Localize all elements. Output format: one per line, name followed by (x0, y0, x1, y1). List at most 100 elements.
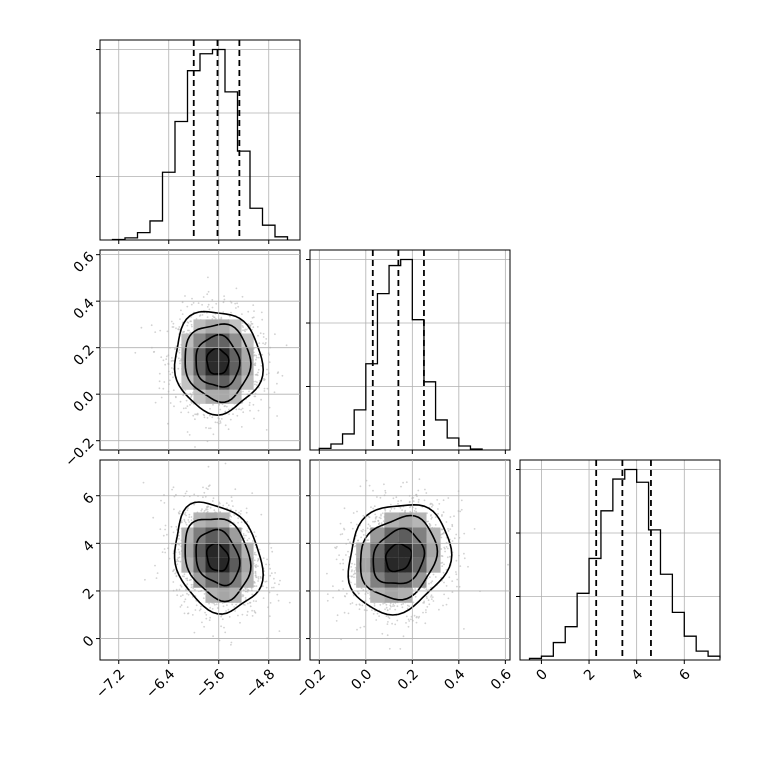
sample-point (375, 515, 378, 518)
sample-point (343, 507, 346, 510)
sample-point (176, 563, 179, 566)
density-cell (205, 347, 218, 362)
contour-line (205, 542, 230, 572)
density-cell (217, 389, 230, 404)
sample-point (358, 603, 361, 606)
sample-point (341, 533, 344, 535)
sample-point (190, 303, 193, 306)
sample-point (233, 606, 236, 608)
sample-point (436, 499, 439, 501)
sample-point (351, 562, 353, 565)
sample-point (171, 371, 174, 374)
density-cell (229, 375, 242, 390)
sample-point (253, 395, 256, 398)
sample-point (229, 508, 232, 511)
sample-point (441, 565, 444, 567)
sample-point (212, 635, 215, 638)
sample-point (184, 295, 186, 297)
sample-point (389, 602, 392, 605)
sample-point (368, 484, 371, 487)
sample-point (174, 572, 177, 575)
sample-point (381, 632, 384, 635)
sample-point (175, 588, 178, 591)
sample-point (255, 576, 258, 579)
sample-point (251, 593, 254, 596)
sample-point (206, 510, 209, 513)
histogram-panel-1 (306, 249, 511, 454)
sample-point (254, 571, 257, 573)
sample-point (180, 604, 183, 607)
sample-point (242, 603, 245, 606)
sample-point (185, 588, 187, 591)
sample-point (424, 488, 426, 491)
sample-point (201, 314, 204, 316)
y-tick-label: −0.2 (62, 435, 97, 470)
sample-point (352, 573, 355, 576)
sample-point (253, 417, 255, 420)
density-cell (217, 527, 230, 543)
sample-point (382, 602, 384, 605)
sample-point (353, 576, 355, 579)
sample-point (247, 602, 249, 605)
sample-point (407, 618, 410, 621)
sample-point (388, 617, 391, 620)
sample-point (445, 521, 448, 523)
sample-point (382, 520, 385, 522)
sample-point (177, 328, 180, 331)
sample-point (391, 622, 393, 625)
sample-point (350, 566, 353, 568)
sample-point (394, 623, 397, 626)
sample-point (194, 609, 197, 611)
x-tick-label: −6.4 (143, 666, 178, 701)
sample-point (354, 553, 357, 556)
sample-point (142, 481, 145, 484)
sample-point (372, 489, 374, 492)
sample-point (224, 411, 227, 413)
sample-point (445, 585, 448, 587)
sample-point (156, 572, 159, 574)
sample-point (360, 536, 362, 539)
sample-point (235, 509, 237, 512)
sample-point (349, 541, 351, 544)
sample-point (427, 599, 430, 602)
sample-point (242, 589, 245, 591)
sample-point (369, 525, 371, 527)
sample-point (425, 611, 427, 614)
sample-point (178, 588, 181, 591)
sample-point (245, 328, 248, 331)
sample-point (179, 510, 181, 513)
sample-point (279, 579, 281, 582)
sample-point (414, 595, 417, 598)
sample-point (430, 581, 432, 584)
sample-point (229, 512, 231, 514)
sample-point (374, 513, 377, 516)
x-tick-label: −0.2 (294, 666, 329, 701)
sample-point (172, 389, 175, 392)
sample-point (220, 418, 223, 420)
sample-point (222, 504, 225, 507)
sample-point (431, 596, 434, 598)
panel-frame (99, 249, 301, 451)
sample-point (447, 530, 450, 532)
sample-point (264, 378, 266, 381)
sample-point (162, 387, 165, 390)
sample-point (338, 554, 340, 557)
sample-point (206, 316, 209, 318)
sample-point (372, 507, 374, 510)
sample-point (200, 605, 202, 608)
sample-point (237, 521, 240, 524)
sample-point (231, 500, 233, 502)
y-tick-label: 4 (80, 538, 98, 556)
sample-point (342, 558, 344, 561)
sample-point (225, 405, 228, 408)
sample-point (266, 368, 268, 371)
sample-point (256, 560, 259, 562)
sample-point (256, 326, 259, 328)
sample-point (257, 334, 259, 337)
sample-point (212, 315, 214, 318)
sample-point (260, 398, 262, 401)
sample-point (379, 496, 382, 499)
density-cell (205, 333, 218, 348)
sample-point (242, 411, 245, 414)
sample-point (169, 379, 171, 382)
